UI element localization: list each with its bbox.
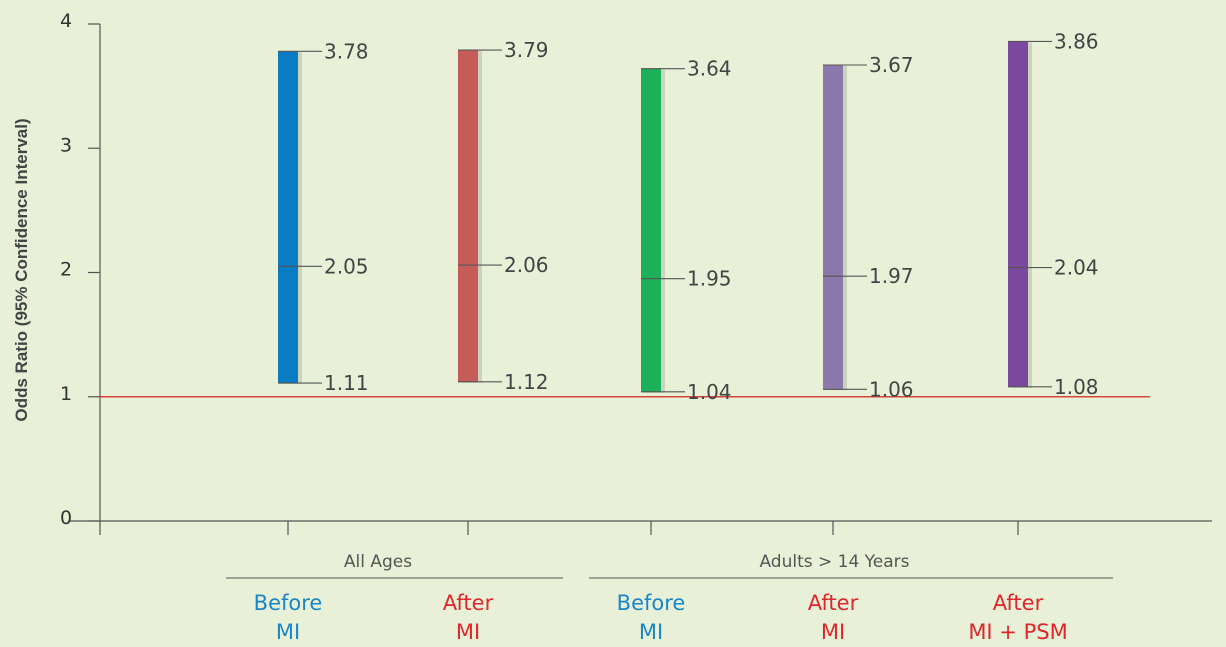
lower-value-label: 1.04 (687, 380, 732, 404)
axes (70, 23, 1212, 535)
y-tick-label: 0 (60, 507, 72, 529)
estimate-value-label: 1.97 (869, 264, 914, 288)
category-label-line1: After (993, 591, 1044, 615)
category-label-line1: After (808, 591, 859, 615)
category-label-line2: MI + PSM (968, 620, 1067, 644)
labels: 0 1 2 3 4 3.78 2.05 1.11 3.79 2.06 1.12 3.64 1.95 1.0… (60, 10, 1113, 644)
category-label-line1: Before (254, 591, 323, 615)
estimate-value-label: 2.04 (1054, 256, 1099, 280)
y-tick-label: 2 (60, 259, 72, 281)
y-tick-label: 1 (60, 383, 72, 405)
category-label-line1: After (443, 591, 494, 615)
upper-value-label: 3.79 (504, 38, 549, 62)
y-axis-label: Odds Ratio (95% Confidence Interval) (12, 118, 31, 421)
bars (278, 41, 1032, 393)
group-label: Adults > 14 Years (759, 552, 909, 572)
lower-value-label: 1.08 (1054, 375, 1099, 399)
lower-value-label: 1.11 (324, 371, 369, 395)
ci-bar (1008, 41, 1028, 387)
upper-value-label: 3.64 (687, 57, 732, 81)
ci-bar (458, 50, 478, 382)
estimate-value-label: 2.06 (504, 253, 549, 277)
category-label-line2: MI (276, 620, 300, 644)
ci-bar (823, 65, 843, 390)
upper-value-label: 3.67 (869, 53, 914, 77)
upper-value-label: 3.86 (1054, 29, 1099, 53)
category-label-line2: MI (639, 620, 663, 644)
y-tick-label: 3 (60, 134, 72, 156)
ci-bar (278, 51, 298, 384)
estimate-value-label: 2.05 (324, 254, 369, 278)
estimate-value-label: 1.95 (687, 267, 732, 291)
category-label-line2: MI (821, 620, 845, 644)
lower-value-label: 1.12 (504, 370, 549, 394)
y-tick-label: 4 (60, 10, 72, 32)
category-label-line2: MI (456, 620, 480, 644)
ci-bar (641, 68, 661, 392)
group-label: All Ages (344, 552, 412, 572)
category-label-line1: Before (617, 591, 686, 615)
lower-value-label: 1.06 (869, 377, 914, 401)
upper-value-label: 3.78 (324, 39, 369, 63)
